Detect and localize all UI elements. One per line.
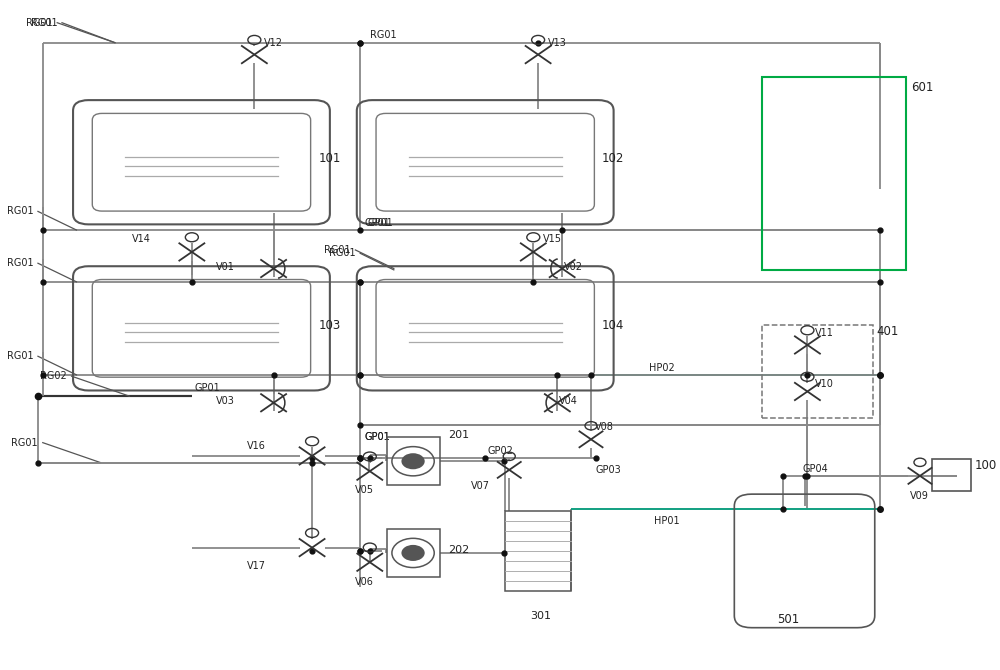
Text: V05: V05	[355, 485, 374, 495]
Text: V11: V11	[815, 328, 834, 338]
Text: RG01: RG01	[7, 351, 33, 361]
Text: 202: 202	[448, 545, 469, 555]
Text: V14: V14	[132, 234, 151, 244]
Text: GP01: GP01	[365, 431, 391, 442]
Text: GP01: GP01	[364, 431, 390, 442]
Circle shape	[401, 545, 425, 561]
Text: GP02: GP02	[487, 446, 513, 456]
Text: GP01: GP01	[195, 383, 220, 393]
Text: GP04: GP04	[803, 464, 828, 474]
Text: V02: V02	[564, 262, 583, 272]
Text: RG02: RG02	[40, 371, 67, 381]
Text: V07: V07	[471, 482, 490, 492]
Text: V09: V09	[910, 491, 929, 500]
Text: V08: V08	[595, 422, 614, 432]
Text: GP03: GP03	[596, 465, 622, 475]
Bar	[762, 77, 906, 270]
Text: V16: V16	[247, 441, 266, 451]
Text: V17: V17	[247, 561, 266, 572]
Text: V03: V03	[216, 397, 235, 407]
Bar	[505, 511, 571, 591]
Text: RG01: RG01	[11, 438, 38, 448]
Text: 301: 301	[530, 611, 551, 621]
Text: 102: 102	[602, 152, 624, 165]
Text: 601: 601	[911, 80, 934, 94]
Text: RG01: RG01	[329, 249, 355, 258]
Text: 401: 401	[877, 325, 899, 338]
Text: 201: 201	[448, 429, 469, 440]
Text: GP01: GP01	[365, 218, 391, 228]
Text: RG01: RG01	[324, 245, 351, 255]
Bar	[387, 529, 440, 577]
Text: 101: 101	[318, 152, 341, 165]
Text: 100: 100	[975, 459, 997, 472]
Text: 104: 104	[602, 318, 624, 332]
Text: V06: V06	[355, 577, 374, 587]
Text: V10: V10	[815, 379, 834, 389]
Bar	[762, 325, 873, 418]
Text: 501: 501	[777, 613, 799, 626]
Text: V15: V15	[543, 234, 562, 244]
Text: RG01: RG01	[7, 258, 33, 268]
Text: 103: 103	[318, 318, 341, 332]
Text: RG01: RG01	[7, 206, 33, 216]
Circle shape	[401, 453, 425, 469]
Text: RG01: RG01	[26, 17, 52, 27]
Text: V12: V12	[264, 38, 283, 48]
Text: HP02: HP02	[649, 363, 674, 373]
Bar	[387, 438, 440, 485]
Text: RG01: RG01	[370, 29, 396, 40]
Text: RG01: RG01	[31, 17, 57, 27]
Text: V01: V01	[216, 262, 235, 272]
Text: V04: V04	[559, 397, 578, 407]
Text: GP01: GP01	[368, 218, 394, 228]
Text: HP01: HP01	[654, 516, 679, 526]
Text: V13: V13	[548, 38, 567, 48]
Bar	[932, 459, 971, 491]
